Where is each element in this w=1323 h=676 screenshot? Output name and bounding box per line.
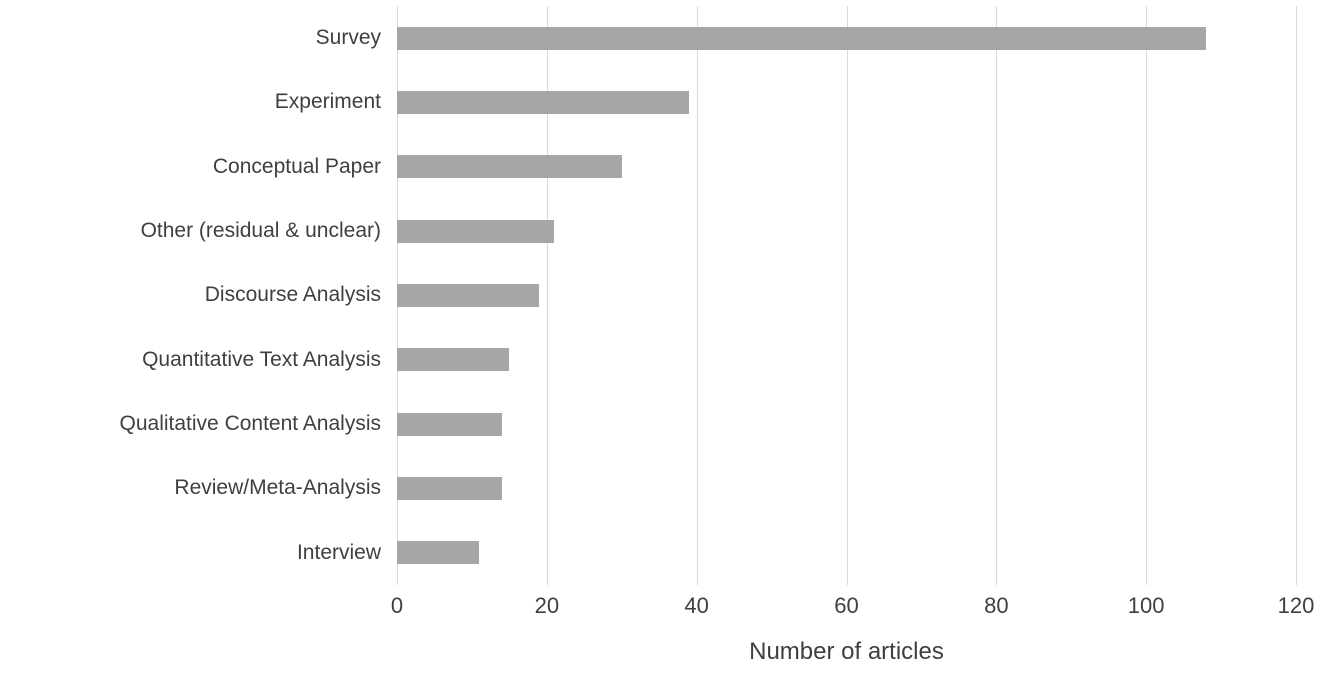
bar (397, 26, 1207, 50)
chart-row: Interview (0, 521, 1323, 585)
category-label: Other (residual & unclear) (140, 219, 381, 243)
category-label: Experiment (274, 90, 381, 114)
bar-track (397, 6, 1323, 70)
chart-row: Experiment (0, 70, 1323, 134)
category-label: Quantitative Text Analysis (142, 347, 381, 371)
bar (397, 90, 690, 114)
bar-track (397, 135, 1323, 199)
bar-track (397, 70, 1323, 134)
bar-track (397, 263, 1323, 327)
x-tick-label: 20 (534, 593, 560, 618)
bar-track (397, 456, 1323, 520)
bar (397, 476, 502, 500)
gridline (546, 6, 548, 585)
x-tick-label: 60 (834, 593, 859, 618)
x-tick-label: 80 (984, 593, 1009, 618)
category-label: Survey (315, 26, 381, 50)
bar-track (397, 199, 1323, 263)
chart-row: Other (residual & unclear) (0, 199, 1323, 263)
bar-track (397, 392, 1323, 456)
category-label: Discourse Analysis (204, 283, 381, 307)
chart-row: Survey (0, 6, 1323, 70)
chart-row: Discourse Analysis (0, 263, 1323, 327)
bar (397, 412, 502, 436)
category-label: Interview (296, 540, 381, 564)
gridline (996, 6, 998, 585)
bar (397, 348, 510, 372)
category-label: Conceptual Paper (212, 154, 381, 178)
x-tick-label: 120 (1277, 593, 1315, 618)
gridline (1296, 6, 1297, 585)
bar (397, 155, 622, 179)
category-label: Review/Meta-Analysis (174, 476, 381, 500)
bar-track (397, 328, 1323, 392)
x-tick-label: 0 (390, 593, 404, 618)
bar (397, 283, 540, 307)
x-axis-ticks: 0 20 40 60 80 100 120 (391, 593, 1314, 623)
chart-row: Qualitative Content Analysis (0, 392, 1323, 456)
x-tick-label: 100 (1127, 593, 1165, 618)
chart-rows: Survey Experiment Conceptual Paper Other (r… (0, 6, 1323, 585)
gridline (1146, 6, 1148, 585)
gridline (696, 6, 698, 585)
chart-row: Quantitative Text Analysis (0, 328, 1323, 392)
chart-row: Review/Meta-Analysis (0, 456, 1323, 520)
category-label: Qualitative Content Analysis (119, 412, 381, 436)
bar-track (397, 521, 1323, 585)
x-axis-label: Number of articles (749, 638, 944, 665)
gridline (846, 6, 848, 585)
x-tick-label: 40 (684, 593, 709, 618)
bar (397, 541, 480, 565)
bar (397, 219, 555, 243)
chart-row: Conceptual Paper (0, 135, 1323, 199)
